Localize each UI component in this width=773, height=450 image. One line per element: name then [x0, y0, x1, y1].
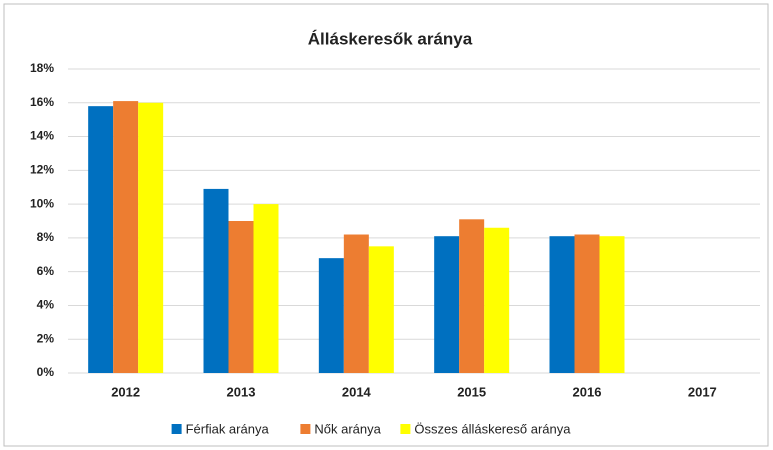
y-tick-label: 2%	[37, 331, 55, 345]
bar	[549, 236, 575, 373]
legend-label: Összes álláskereső aránya	[414, 421, 571, 436]
bar	[343, 234, 369, 373]
bar	[599, 236, 625, 373]
x-tick-label: 2017	[688, 384, 717, 399]
bar	[574, 234, 600, 373]
legend-label: Férfiak aránya	[186, 421, 270, 436]
bar	[484, 227, 510, 373]
y-tick-label: 8%	[37, 230, 55, 244]
legend-label: Nők aránya	[314, 421, 381, 436]
y-tick-label: 0%	[37, 365, 55, 379]
bar	[88, 106, 114, 374]
legend-swatch	[300, 424, 311, 434]
x-tick-label: 2016	[573, 384, 602, 399]
bar	[459, 219, 485, 373]
y-tick-label: 4%	[37, 298, 55, 312]
y-tick-label: 6%	[37, 264, 55, 278]
y-tick-label: 12%	[30, 163, 54, 177]
bar	[203, 188, 229, 373]
y-tick-label: 16%	[30, 95, 54, 109]
chart-title: Álláskeresők aránya	[308, 29, 473, 48]
bar	[138, 102, 164, 374]
y-tick-label: 18%	[30, 61, 54, 75]
bar	[434, 236, 460, 373]
x-tick-label: 2012	[111, 384, 140, 399]
x-tick-label: 2015	[457, 384, 486, 399]
y-tick-label: 14%	[30, 129, 54, 143]
legend-swatch	[171, 424, 182, 434]
x-tick-label: 2013	[227, 384, 256, 399]
bar	[113, 101, 139, 373]
legend-swatch	[400, 424, 411, 434]
bar	[368, 246, 394, 373]
x-tick-label: 2014	[342, 384, 372, 399]
bar	[253, 204, 279, 373]
bar	[318, 258, 344, 373]
bar	[228, 221, 254, 373]
y-tick-label: 10%	[30, 196, 54, 210]
